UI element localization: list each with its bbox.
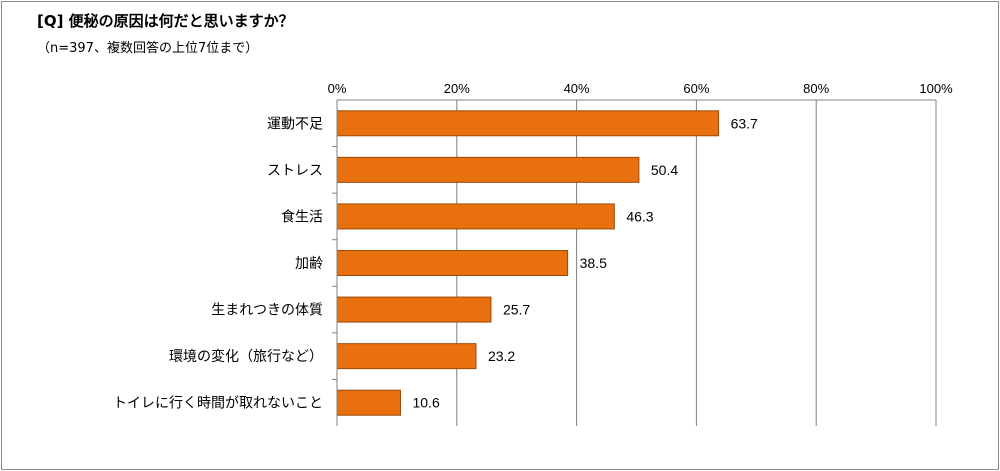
value-label-5: 25.7	[503, 302, 530, 318]
chart-subtitle: （n=397、複数回答の上位7位まで）	[37, 41, 259, 56]
value-label-6: 23.2	[488, 348, 515, 364]
category-label-2: ストレス	[267, 163, 323, 179]
bar-2	[336, 156, 640, 183]
bar-1	[336, 110, 720, 137]
x-tick-label-40: 40%	[564, 81, 590, 96]
value-label-1: 63.7	[731, 115, 758, 131]
category-label-5: 生まれつきの体質	[211, 303, 323, 319]
category-label-3: 食生活	[281, 208, 323, 225]
x-tick-label-100: 100%	[919, 81, 953, 96]
bar-7	[336, 389, 401, 416]
bar-6	[336, 343, 477, 370]
category-label-4: 加齢	[295, 256, 323, 272]
value-label-7: 10.6	[412, 395, 439, 411]
chart-title: [Q] 便秘の原因は何だと思いますか？	[37, 12, 294, 30]
value-label-4: 38.5	[580, 255, 607, 271]
bar-4	[336, 250, 569, 276]
x-tick-label-60: 60%	[683, 81, 709, 96]
category-label-6: 環境の変化（旅行など）	[169, 348, 323, 365]
value-label-2: 50.4	[651, 162, 678, 178]
bar-3	[336, 203, 615, 230]
category-label-1: 運動不足	[267, 116, 323, 132]
x-tick-label-0: 0%	[328, 81, 347, 96]
x-tick-label-20: 20%	[444, 81, 470, 96]
value-label-3: 46.3	[626, 208, 653, 224]
category-label-7: トイレに行く時間が取れないこと	[113, 396, 323, 412]
x-tick-label-80: 80%	[803, 81, 829, 96]
bar-5	[336, 296, 492, 323]
